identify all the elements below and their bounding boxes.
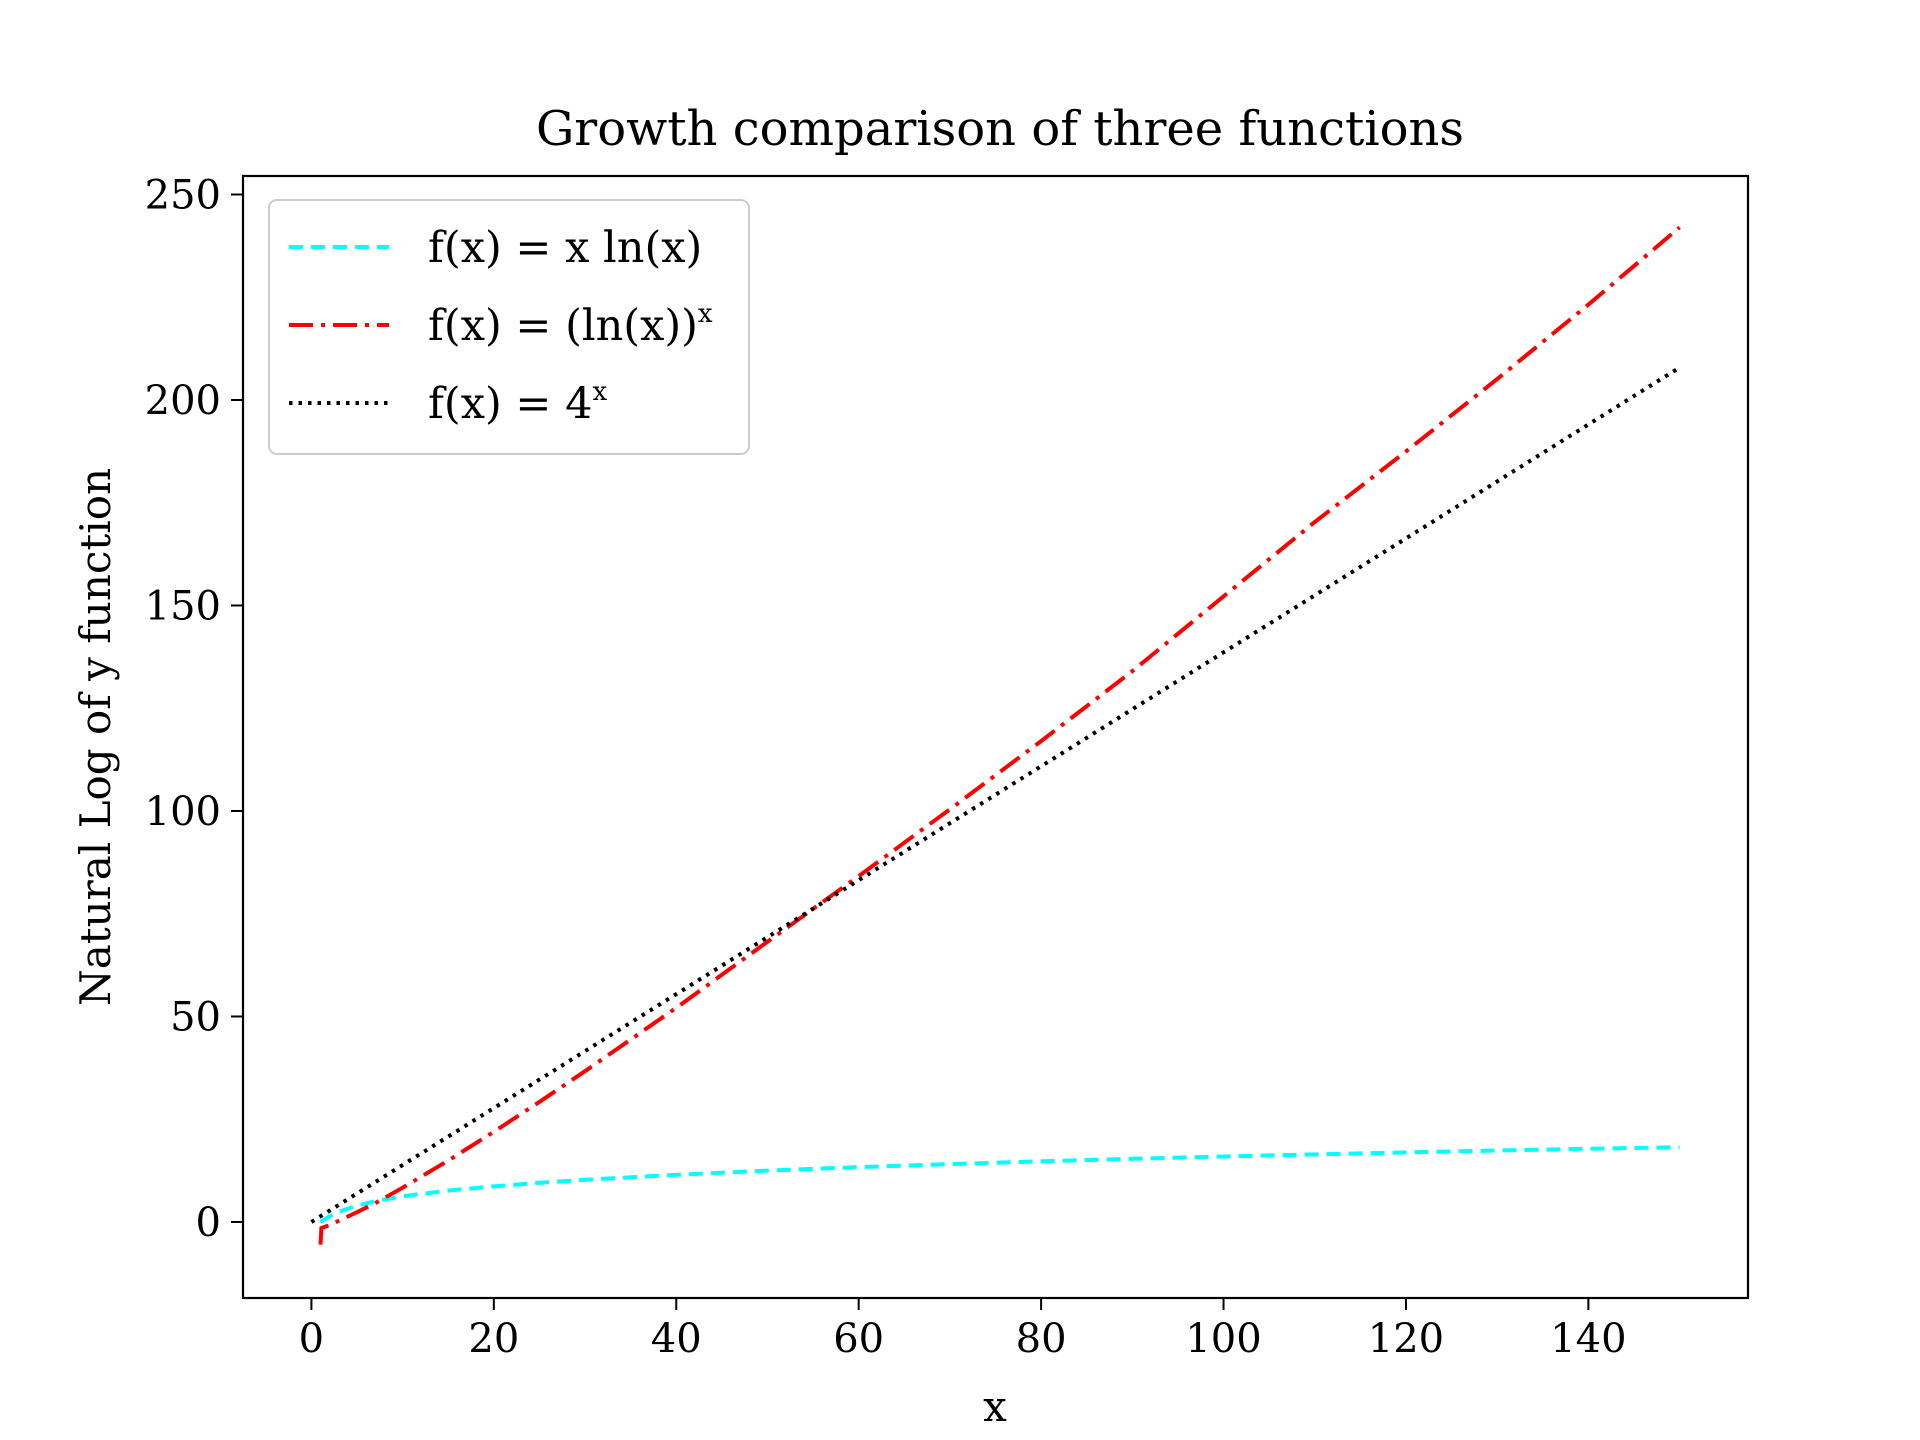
chart-title: Growth comparison of three functions — [536, 101, 1464, 157]
y-tick-label: 0 — [196, 1200, 221, 1246]
y-tick-label: 250 — [145, 172, 221, 218]
y-axis-label: Natural Log of y function — [71, 468, 120, 1006]
x-tick-label: 20 — [468, 1316, 519, 1362]
x-tick-label: 80 — [1016, 1316, 1067, 1362]
x-tick-label: 100 — [1185, 1316, 1261, 1362]
y-tick-label: 50 — [170, 994, 221, 1040]
x-tick-label: 140 — [1550, 1316, 1626, 1362]
x-axis: 0 20 40 60 80 100 120 140 — [299, 1298, 1627, 1362]
y-tick-label: 200 — [145, 378, 221, 424]
x-tick-label: 60 — [833, 1316, 884, 1362]
legend-label-2: f(x) = (ln(x))x — [428, 299, 713, 351]
x-axis-label: x — [983, 1382, 1007, 1431]
series-line-2 — [318, 225, 1681, 1245]
y-tick-label: 150 — [145, 583, 221, 629]
legend-box — [268, 199, 750, 455]
y-axis: 0 50 100 150 200 250 — [145, 172, 243, 1246]
series-line-1 — [319, 1145, 1680, 1224]
plot-frame — [241, 174, 1750, 1300]
x-tick-label: 40 — [651, 1316, 702, 1362]
x-tick-label: 120 — [1368, 1316, 1444, 1362]
legend: f(x) = x ln(x) f(x) = (ln(x))x f(x) = 4x — [268, 199, 750, 455]
y-tick-label: 100 — [145, 789, 221, 835]
series-line-3 — [310, 365, 1681, 1224]
x-tick-label: 0 — [299, 1316, 324, 1362]
legend-label-3: f(x) = 4x — [428, 377, 607, 429]
legend-label-1: f(x) = x ln(x) — [428, 223, 702, 273]
plot-lines — [310, 225, 1681, 1245]
